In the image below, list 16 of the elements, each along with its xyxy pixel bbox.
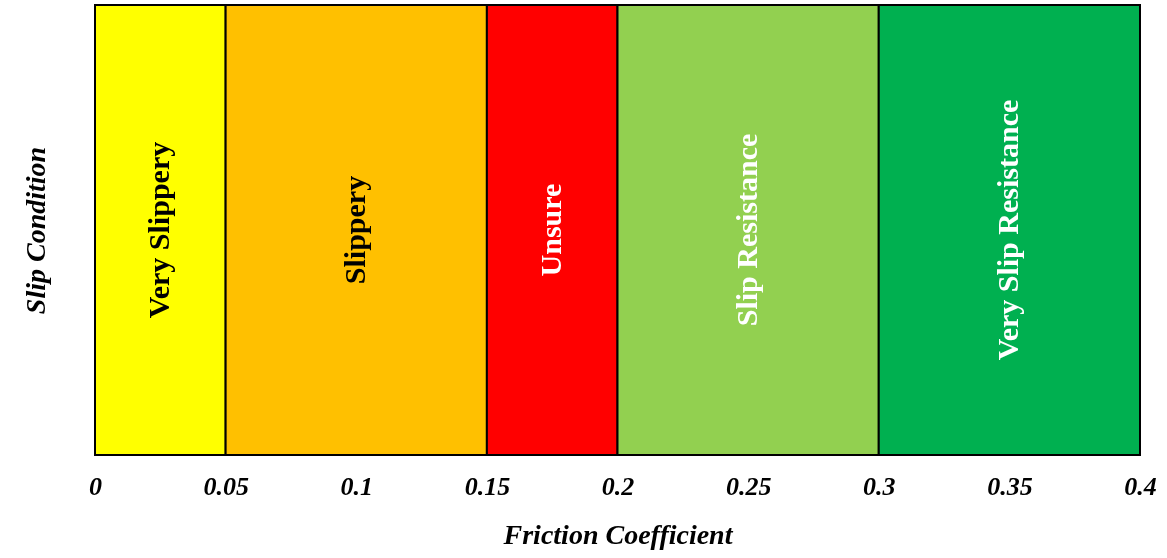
x-tick-label: 0.1 <box>340 471 373 501</box>
x-tick-label: 0.25 <box>725 471 772 501</box>
series-label: Slippery <box>338 175 372 285</box>
series-label: Slip Resistance <box>730 133 764 327</box>
x-tick-label: 0.35 <box>987 471 1033 501</box>
x-tick-label: 0 <box>89 471 102 501</box>
y-axis-title: Slip Condition <box>19 146 51 315</box>
x-tick-label: 0.4 <box>1124 471 1157 501</box>
series-label: Unsure <box>534 183 568 277</box>
x-tick-label: 0.15 <box>464 471 511 501</box>
x-tick-label: 0.05 <box>203 471 249 501</box>
series-label: Very Slip Resistance <box>991 99 1025 361</box>
series-label: Very Slippery <box>142 141 176 319</box>
x-axis-title: Friction Coefficient <box>502 518 734 550</box>
x-tick-label: 0.2 <box>601 471 635 501</box>
x-tick-label: 0.3 <box>863 471 896 501</box>
